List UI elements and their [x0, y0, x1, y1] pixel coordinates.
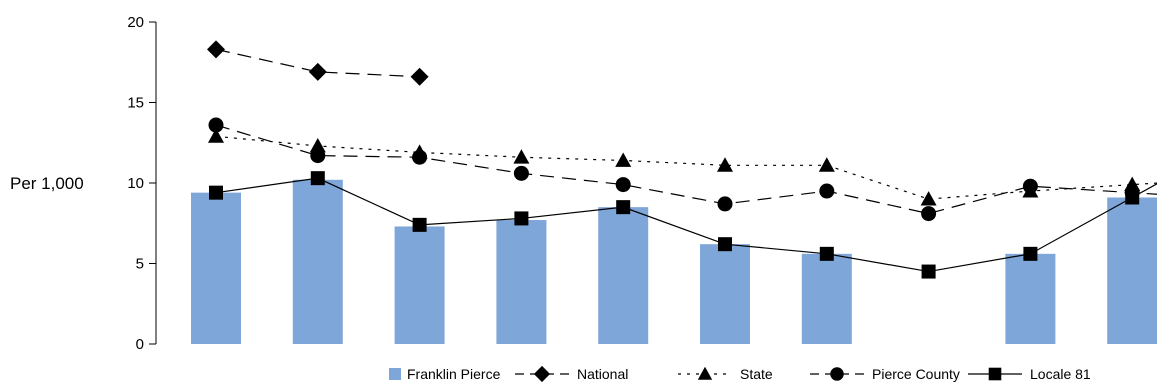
diamond-marker: [308, 62, 327, 81]
series-locale-81: [209, 171, 1157, 279]
bar: [1005, 253, 1056, 344]
bar: [598, 207, 649, 344]
circle-marker: [717, 196, 733, 212]
series-state: [208, 128, 1157, 206]
triangle-marker: [697, 366, 713, 380]
triangle-marker: [513, 149, 530, 164]
bar: [700, 244, 750, 344]
circle-marker: [208, 117, 224, 133]
diamond-marker: [533, 365, 551, 383]
triangle-marker: [920, 191, 937, 206]
y-tick-label: 5: [136, 256, 144, 273]
series-pierce-county: [208, 117, 1157, 222]
y-tick-label: 15: [127, 95, 144, 112]
y-axis-label: Per 1,000: [10, 174, 84, 193]
square-marker: [514, 211, 529, 226]
legend-label: National: [577, 366, 628, 382]
legend-item: Pierce County: [810, 366, 960, 382]
diamond-marker: [207, 40, 225, 59]
square-marker: [819, 246, 834, 261]
y-tick-label: 0: [136, 336, 144, 353]
square-marker: [718, 237, 732, 252]
circle-marker: [513, 165, 529, 181]
bar: [292, 179, 343, 344]
square-marker: [921, 264, 936, 279]
triangle-marker: [615, 152, 632, 167]
triangle-marker: [208, 128, 224, 143]
legend-item: Franklin Pierce: [389, 366, 501, 382]
square-marker: [310, 171, 325, 186]
circle-marker: [1022, 178, 1038, 194]
y-axis: 0 5 10 15 20: [127, 14, 157, 353]
square-marker: [1023, 246, 1038, 261]
square-marker: [412, 217, 427, 232]
legend-swatch: [389, 368, 401, 380]
legend-label: Pierce County: [872, 366, 960, 382]
diamond-marker: [410, 67, 429, 86]
bar: [191, 192, 241, 344]
square-marker: [616, 200, 631, 215]
legend-item: National: [515, 365, 628, 383]
square-marker: [1125, 190, 1140, 205]
triangle-marker: [818, 157, 835, 172]
circle-marker: [412, 149, 428, 165]
legend-label: Franklin Pierce: [407, 366, 501, 382]
bar: [394, 226, 445, 344]
circle-marker: [819, 183, 835, 199]
series-national: [207, 40, 429, 86]
legend-label: State: [740, 366, 773, 382]
bar: [496, 220, 547, 344]
y-tick-label: 20: [127, 14, 144, 31]
circle-marker: [615, 177, 631, 193]
series-line: [215, 124, 1157, 215]
triangle-marker: [717, 157, 733, 172]
circle-marker: [310, 148, 326, 164]
series-line: [215, 48, 420, 78]
series-lines: [207, 40, 1157, 279]
legend-item: Locale 81: [968, 366, 1091, 382]
legend: Franklin Pierce National State Pierce Count…: [389, 365, 1091, 383]
circle-marker: [830, 367, 844, 381]
square-marker: [988, 367, 1002, 381]
bar: [801, 253, 852, 344]
bars: [191, 179, 1157, 344]
circle-marker: [921, 206, 937, 222]
legend-item: State: [678, 366, 773, 382]
bar: [1107, 197, 1157, 344]
square-marker: [209, 185, 223, 200]
triangle-marker: [309, 137, 326, 153]
legend-label: Locale 81: [1030, 366, 1091, 382]
y-tick-label: 10: [127, 175, 144, 192]
